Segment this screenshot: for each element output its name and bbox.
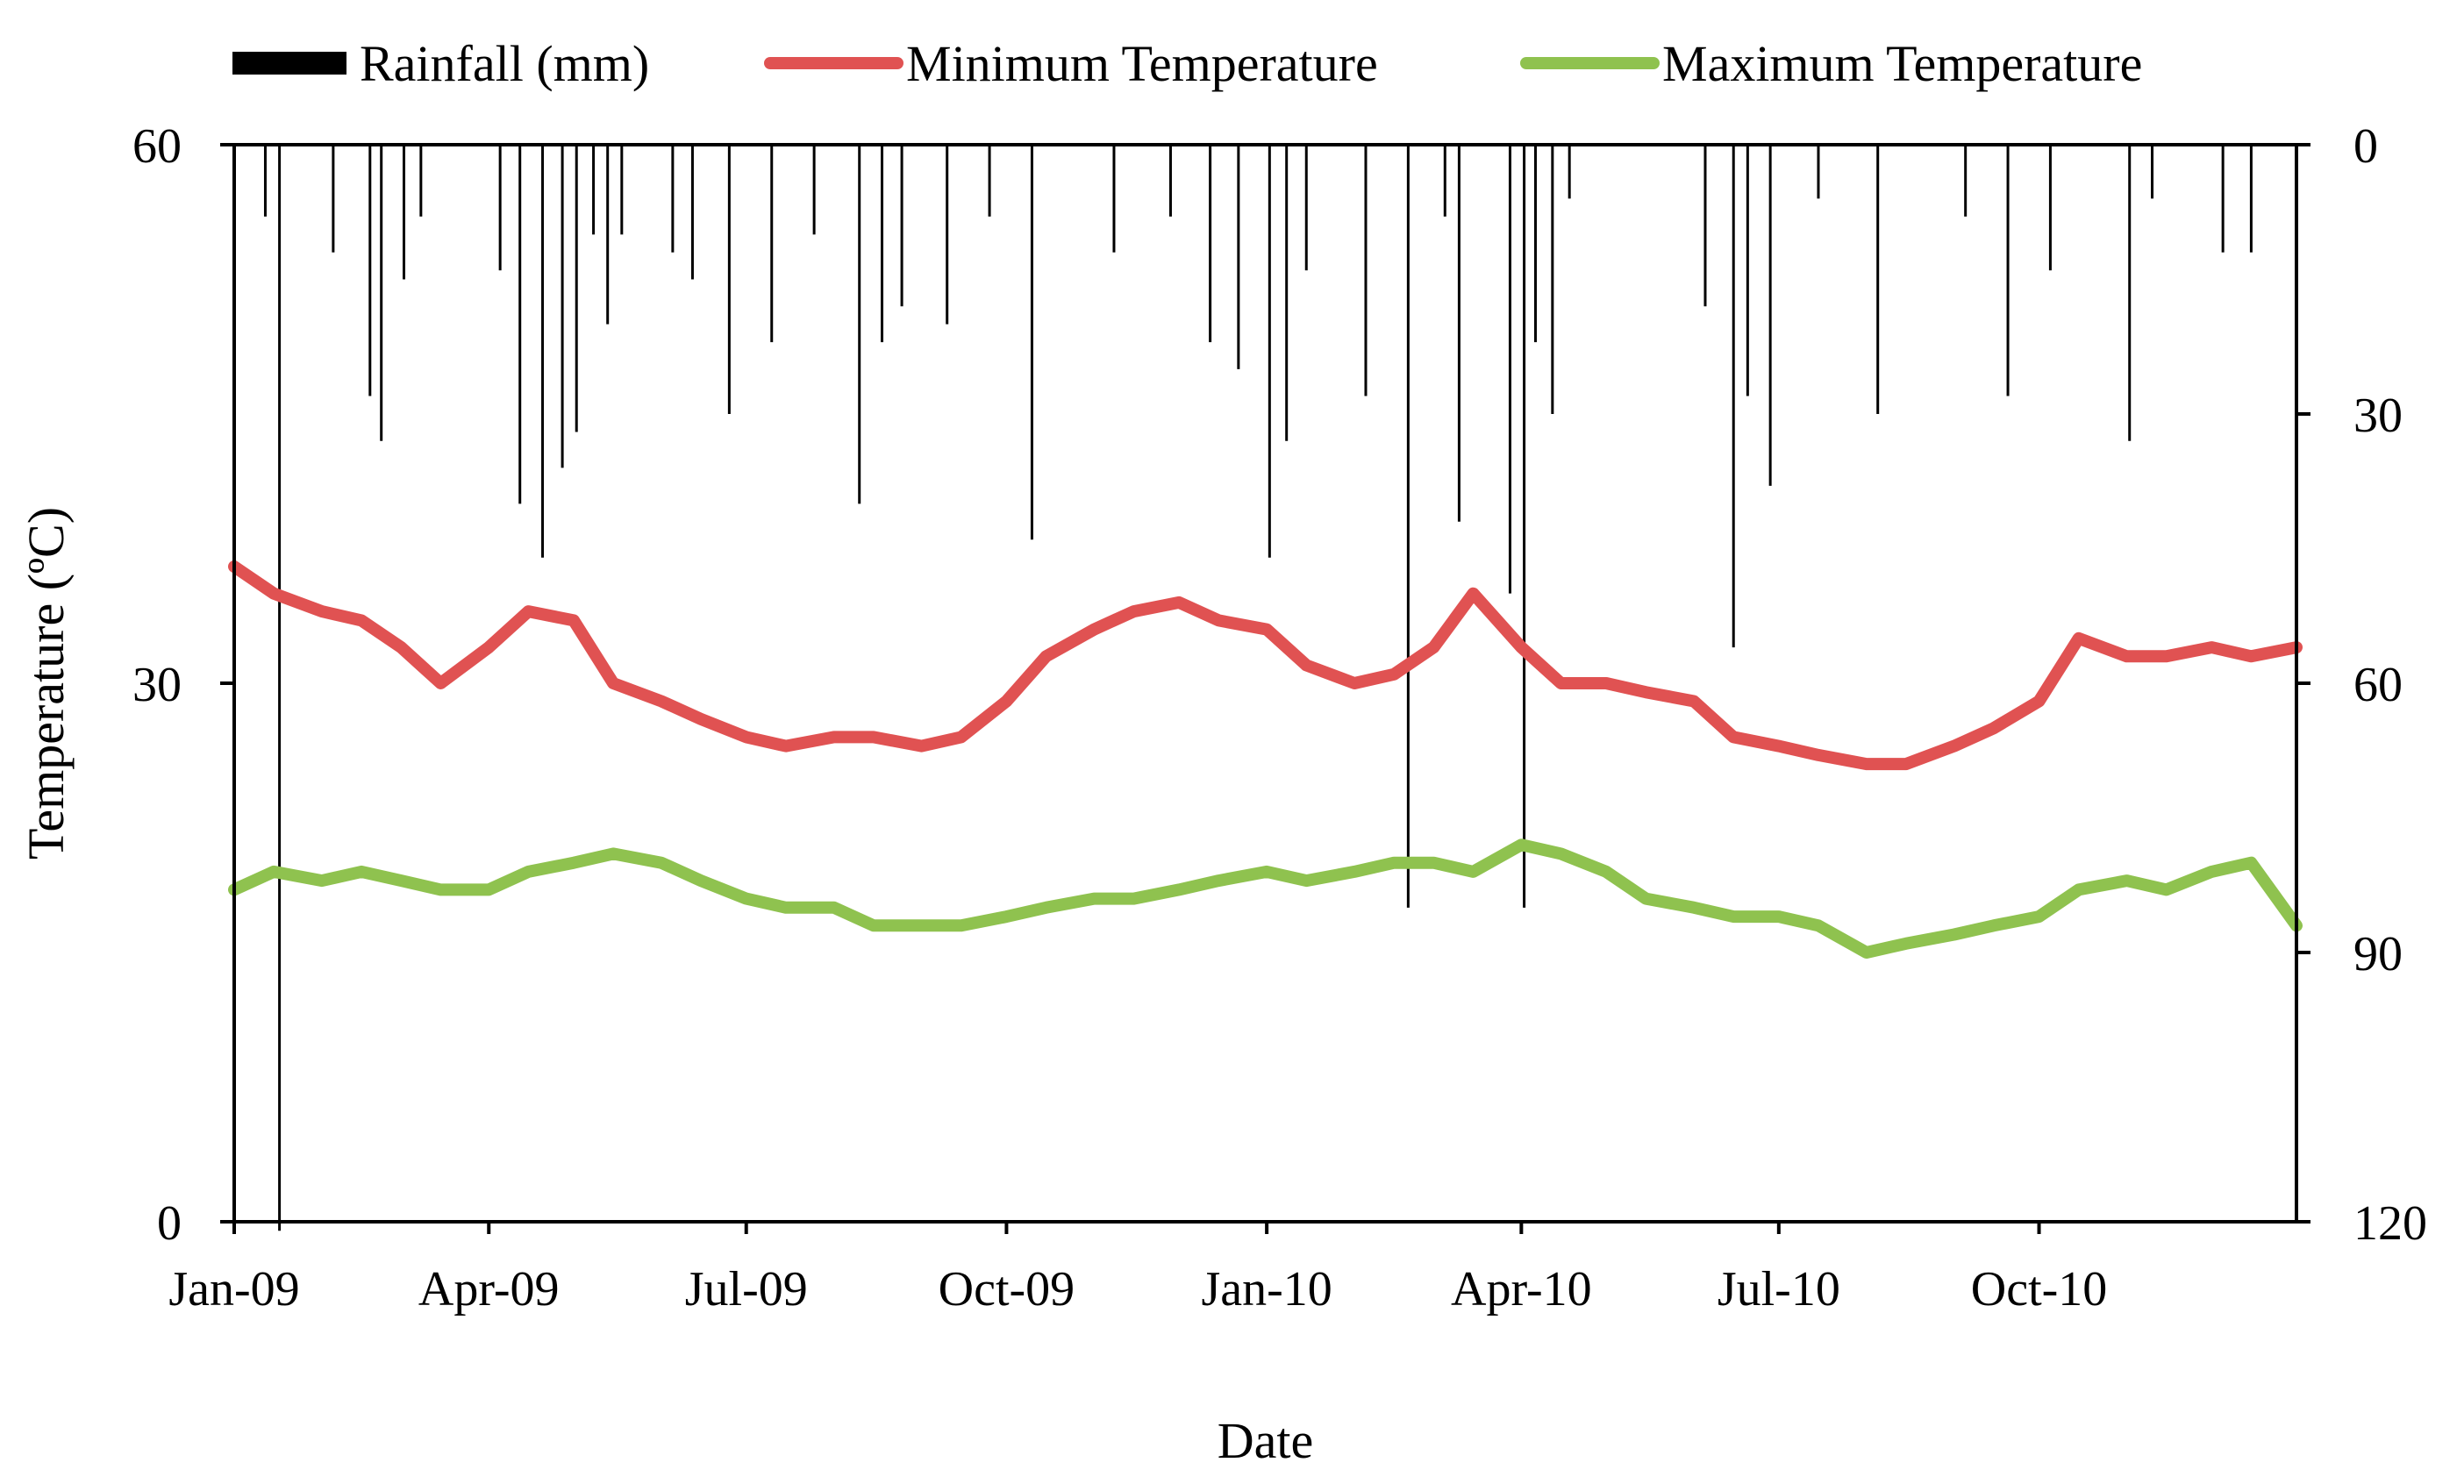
- axes: 0 30 60 0 30 60 90 120 Jan-09 Apr-09 Jul-09 Oct-09 J…: [18, 119, 2427, 1469]
- x-tick-label: Jan-10: [1201, 1262, 1332, 1316]
- legend-swatch-rainfall-mm-: [232, 52, 346, 75]
- x-axis-title: Date: [1218, 1412, 1314, 1469]
- y-tick-label: 60: [132, 119, 182, 174]
- y-tick-label: 30: [132, 658, 182, 712]
- legend: Rainfall (mm) Minimum Temperature Maximum …: [232, 35, 2142, 92]
- y2-tick-label: 0: [2353, 119, 2378, 174]
- x-tick-label: Jan-09: [168, 1262, 299, 1316]
- y-tick-label: 0: [157, 1196, 182, 1251]
- y2-tick-label: 120: [2353, 1196, 2427, 1251]
- x-tick-label: Apr-10: [1451, 1262, 1592, 1316]
- rainfall-bars: [263, 145, 2253, 1231]
- maximum-temperature-line: [228, 838, 2303, 959]
- x-tick-label: Oct-09: [939, 1262, 1075, 1316]
- minimum-temperature-line: [228, 560, 2303, 771]
- y2-tick-label: 90: [2353, 927, 2403, 981]
- y-axis-title: Temperature (ºC): [18, 507, 75, 860]
- legend-label-rainfall-mm-: Rainfall (mm): [360, 35, 649, 92]
- y2-tick-label: 30: [2353, 389, 2403, 443]
- x-tick-label: Apr-09: [418, 1262, 560, 1316]
- y2-tick-label: 60: [2353, 658, 2403, 712]
- x-tick-label: Jul-10: [1718, 1262, 1840, 1316]
- legend-label-maximum-temperature: Maximum Temperature: [1662, 35, 2142, 92]
- legend-label-minimum-temperature: Minimum Temperature: [906, 35, 1378, 92]
- x-tick-label: Jul-09: [685, 1262, 808, 1316]
- x-tick-label: Oct-10: [1971, 1262, 2108, 1316]
- temperature-lines: [228, 560, 2303, 959]
